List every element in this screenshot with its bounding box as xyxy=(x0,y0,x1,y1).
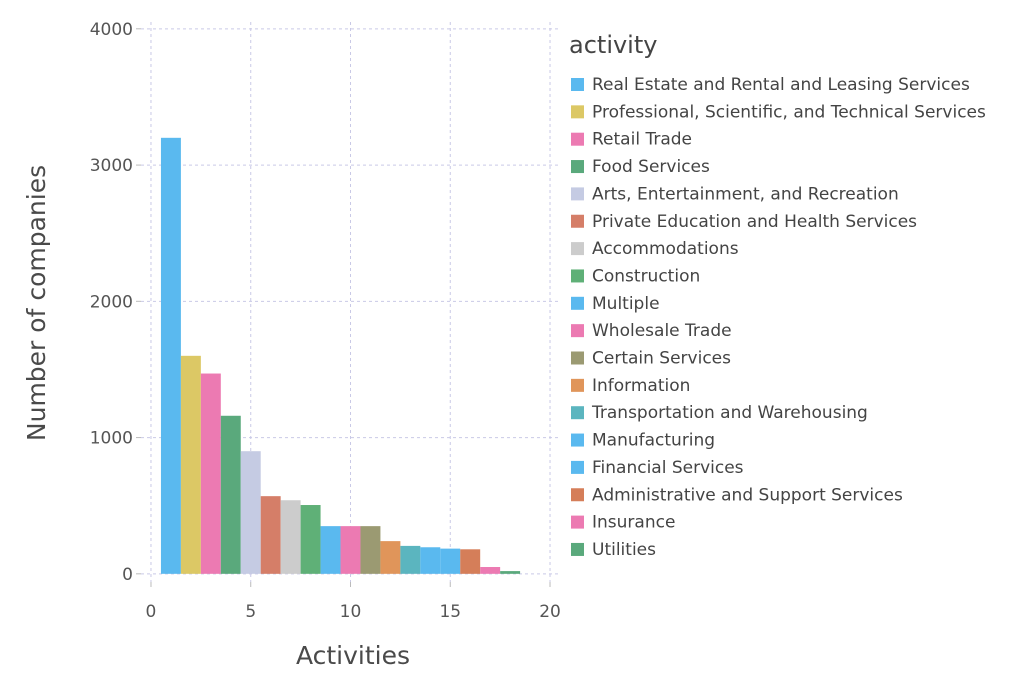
x-axis-title: Activities xyxy=(296,641,410,670)
legend-label: Certain Services xyxy=(592,349,731,369)
legend-label: Retail Trade xyxy=(592,130,692,150)
bar[interactable] xyxy=(220,415,241,574)
bar[interactable] xyxy=(380,541,401,574)
legend-item[interactable]: Financial Services xyxy=(571,458,744,478)
bar[interactable] xyxy=(440,548,461,574)
legend-label: Transportation and Warehousing xyxy=(591,403,868,423)
y-tick-label: 2000 xyxy=(90,292,133,312)
legend-swatch xyxy=(571,324,584,338)
legend-item[interactable]: Manufacturing xyxy=(571,431,715,451)
y-tick-label: 4000 xyxy=(90,20,133,40)
legend-item[interactable]: Retail Trade xyxy=(571,130,692,150)
legend-label: Insurance xyxy=(592,513,675,533)
legend-swatch xyxy=(571,488,584,502)
legend-swatch xyxy=(571,187,584,201)
x-axis-ticks: 0 5 10 15 20 xyxy=(146,582,561,622)
grid-lines xyxy=(141,22,560,582)
y-tick-label: 1000 xyxy=(90,429,133,449)
legend-label: Information xyxy=(592,376,690,396)
bar[interactable] xyxy=(400,545,421,574)
legend-item[interactable]: Professional, Scientific, and Technical … xyxy=(571,102,986,122)
bar[interactable] xyxy=(420,547,441,574)
legend-swatch xyxy=(571,351,584,365)
legend-item[interactable]: Food Services xyxy=(571,157,710,177)
legend-label: Manufacturing xyxy=(592,431,715,451)
x-tick-label: 20 xyxy=(539,602,561,622)
legend-swatch xyxy=(571,242,584,256)
bar[interactable] xyxy=(480,567,501,574)
y-axis-ticks: 0 1000 2000 3000 4000 xyxy=(90,20,141,585)
legend-swatch xyxy=(571,78,584,91)
legend-swatch xyxy=(571,515,584,529)
legend-label: Food Services xyxy=(592,157,710,177)
bar[interactable] xyxy=(300,505,321,574)
bar[interactable] xyxy=(500,571,521,574)
bar[interactable] xyxy=(240,451,261,574)
legend-item[interactable]: Insurance xyxy=(571,513,675,533)
legend-swatch xyxy=(571,542,584,556)
legend-item[interactable]: Administrative and Support Services xyxy=(571,485,903,505)
bar[interactable] xyxy=(280,500,301,574)
legend-swatch xyxy=(571,269,584,283)
legend-item[interactable]: Real Estate and Rental and Leasing Servi… xyxy=(571,75,970,95)
bar[interactable] xyxy=(460,549,481,574)
legend-swatch xyxy=(571,132,584,146)
legend-swatch xyxy=(571,433,584,447)
legend-label: Accommodations xyxy=(592,239,739,259)
bar[interactable] xyxy=(200,373,221,574)
legend-label: Multiple xyxy=(592,294,660,314)
y-axis-title: Number of companies xyxy=(22,165,51,441)
legend-swatch xyxy=(571,214,584,228)
legend-label: Utilities xyxy=(592,540,656,560)
bars xyxy=(160,137,521,574)
x-tick-label: 0 xyxy=(146,602,157,622)
legend-label: Private Education and Health Services xyxy=(592,212,917,232)
legend-swatch xyxy=(571,406,584,420)
x-tick-label: 15 xyxy=(439,602,461,622)
bar[interactable] xyxy=(320,526,341,574)
x-tick-label: 5 xyxy=(245,602,256,622)
x-tick-label: 10 xyxy=(340,602,362,622)
legend-title: activity xyxy=(569,31,657,59)
y-tick-label: 3000 xyxy=(90,156,133,176)
legend-item[interactable]: Multiple xyxy=(571,294,660,314)
legend-swatch xyxy=(571,160,584,174)
legend-item[interactable]: Arts, Entertainment, and Recreation xyxy=(571,184,899,204)
bar[interactable] xyxy=(160,137,181,574)
bar[interactable] xyxy=(180,355,201,574)
legend-swatch xyxy=(571,296,584,310)
legend-item[interactable]: Utilities xyxy=(571,540,656,560)
legend-item[interactable]: Transportation and Warehousing xyxy=(571,403,868,423)
bar[interactable] xyxy=(260,496,281,574)
legend-label: Arts, Entertainment, and Recreation xyxy=(592,184,899,204)
legend-swatch xyxy=(571,460,584,474)
bar[interactable] xyxy=(360,526,381,574)
bar[interactable] xyxy=(340,526,361,574)
legend-label: Construction xyxy=(592,266,700,286)
legend-item[interactable]: Construction xyxy=(571,266,700,286)
legend-label: Administrative and Support Services xyxy=(592,485,903,505)
legend-swatch xyxy=(571,105,584,119)
legend-label: Professional, Scientific, and Technical … xyxy=(592,102,986,122)
y-tick-label: 0 xyxy=(122,565,133,585)
legend-item[interactable]: Private Education and Health Services xyxy=(571,212,917,232)
legend-item[interactable]: Certain Services xyxy=(571,349,731,369)
legend-label: Wholesale Trade xyxy=(592,321,732,341)
legend-label: Real Estate and Rental and Leasing Servi… xyxy=(592,75,970,95)
legend-swatch xyxy=(571,378,584,392)
legend: activity Real Estate and Rental and Leas… xyxy=(569,31,986,560)
legend-label: Financial Services xyxy=(592,458,744,478)
legend-item[interactable]: Accommodations xyxy=(571,239,739,259)
legend-item[interactable]: Information xyxy=(571,376,690,396)
legend-item[interactable]: Wholesale Trade xyxy=(571,321,732,341)
